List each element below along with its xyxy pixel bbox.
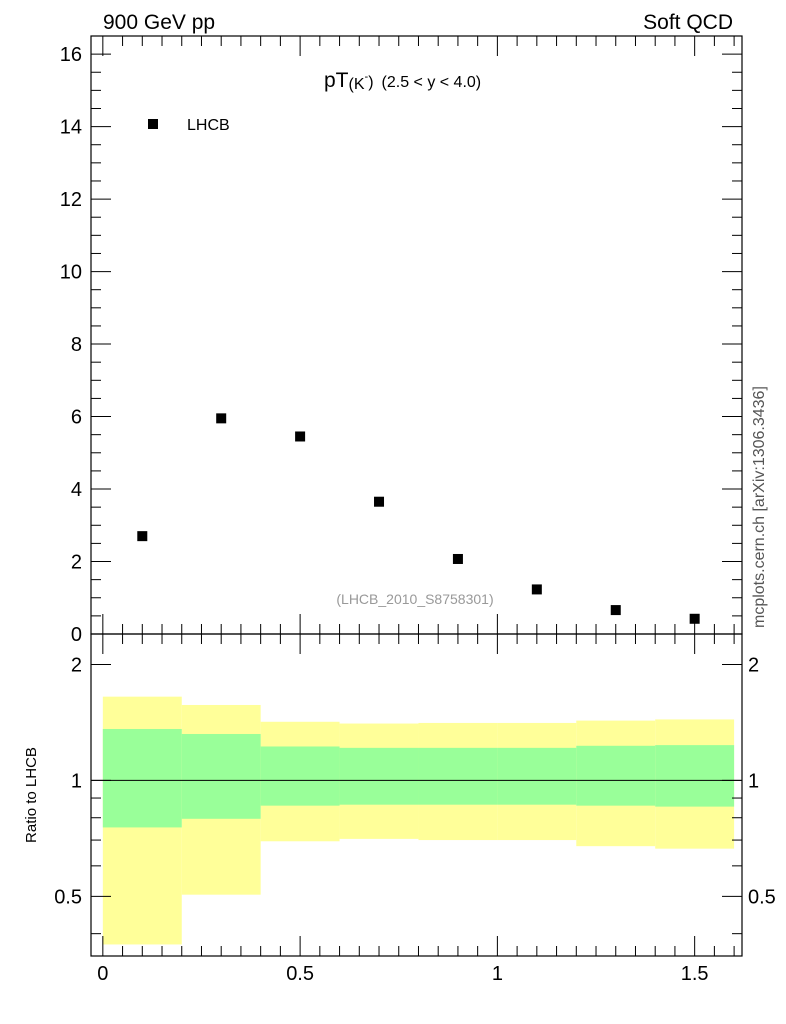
plot-title: pT(K-) (2.5 < y < 4.0) (324, 69, 481, 93)
title-range: (2.5 < y < 4.0) (382, 74, 482, 91)
ratio-y-tick-label-left: 0.5 (54, 886, 82, 908)
y-tick-label: 8 (71, 334, 82, 356)
ratio-frame (90, 633, 743, 957)
inner-band (339, 747, 419, 805)
title-sup: - (365, 71, 369, 83)
header-left: 900 GeV pp (103, 11, 215, 34)
ratio-y-tick-label-right: 2 (748, 654, 759, 676)
x-tick-label: 0.5 (286, 963, 314, 985)
data-point (610, 605, 621, 616)
y-tick-label: 12 (60, 189, 82, 211)
data-point (531, 584, 542, 595)
y-tick-label: 0 (71, 624, 82, 646)
ratio-y-tick-label-right: 1 (748, 770, 759, 792)
y-tick-label: 14 (60, 117, 82, 139)
data-point (137, 531, 148, 542)
ratio-axis-ticks (91, 634, 742, 956)
ratio-panel: 0.5 0.5 1 1 2 2 0 0.5 1 1.5 Ratio to LHCB (23, 633, 776, 985)
data-point (216, 413, 227, 424)
ratio-tick-labels: 0.5 0.5 1 1 2 2 0 0.5 1 1.5 (54, 654, 776, 985)
top-panel: 0 2 4 6 8 10 12 14 16 pT(K-) (2.5 < y < 4.0) LHCB… (60, 35, 743, 646)
uncertainty-bands (102, 696, 735, 945)
ratio-y-axis-label: Ratio to LHCB (23, 747, 40, 843)
inner-band (576, 745, 656, 806)
data-point (295, 431, 306, 442)
analysis-watermark: (LHCB_2010_S8758301) (336, 591, 493, 607)
y-tick-label: 2 (71, 552, 82, 574)
x-tick-label: 1.5 (681, 963, 709, 985)
x-tick-label: 1 (492, 963, 503, 985)
legend-marker (148, 119, 158, 129)
data-point (374, 496, 385, 507)
title-sub: (K (349, 76, 365, 93)
inner-band (260, 746, 340, 806)
y-tick-label: 10 (60, 262, 82, 284)
y-tick-label: 16 (60, 44, 82, 66)
data-points (137, 413, 700, 624)
y-tick-label: 4 (71, 479, 82, 501)
inner-band (655, 745, 735, 807)
top-axis-ticks (91, 35, 742, 635)
side-label: mcplots.cern.ch [arXiv:1306.3436] (751, 386, 768, 628)
inner-band (102, 728, 182, 828)
ratio-y-tick-label-right: 0.5 (748, 886, 776, 908)
inner-band (497, 747, 577, 805)
ratio-y-tick-label-left: 2 (71, 654, 82, 676)
title-main: pT (324, 69, 349, 92)
top-y-tick-labels: 0 2 4 6 8 10 12 14 16 (60, 44, 82, 646)
x-tick-label: 0 (97, 963, 108, 985)
ratio-y-tick-label-left: 1 (71, 770, 82, 792)
data-point (689, 613, 700, 624)
legend-label: LHCB (187, 117, 230, 134)
inner-band (418, 747, 498, 805)
inner-band (181, 733, 261, 819)
title-sub-end: ) (368, 74, 373, 91)
y-tick-label: 6 (71, 407, 82, 429)
header-right: Soft QCD (643, 11, 733, 34)
data-point (452, 553, 463, 564)
